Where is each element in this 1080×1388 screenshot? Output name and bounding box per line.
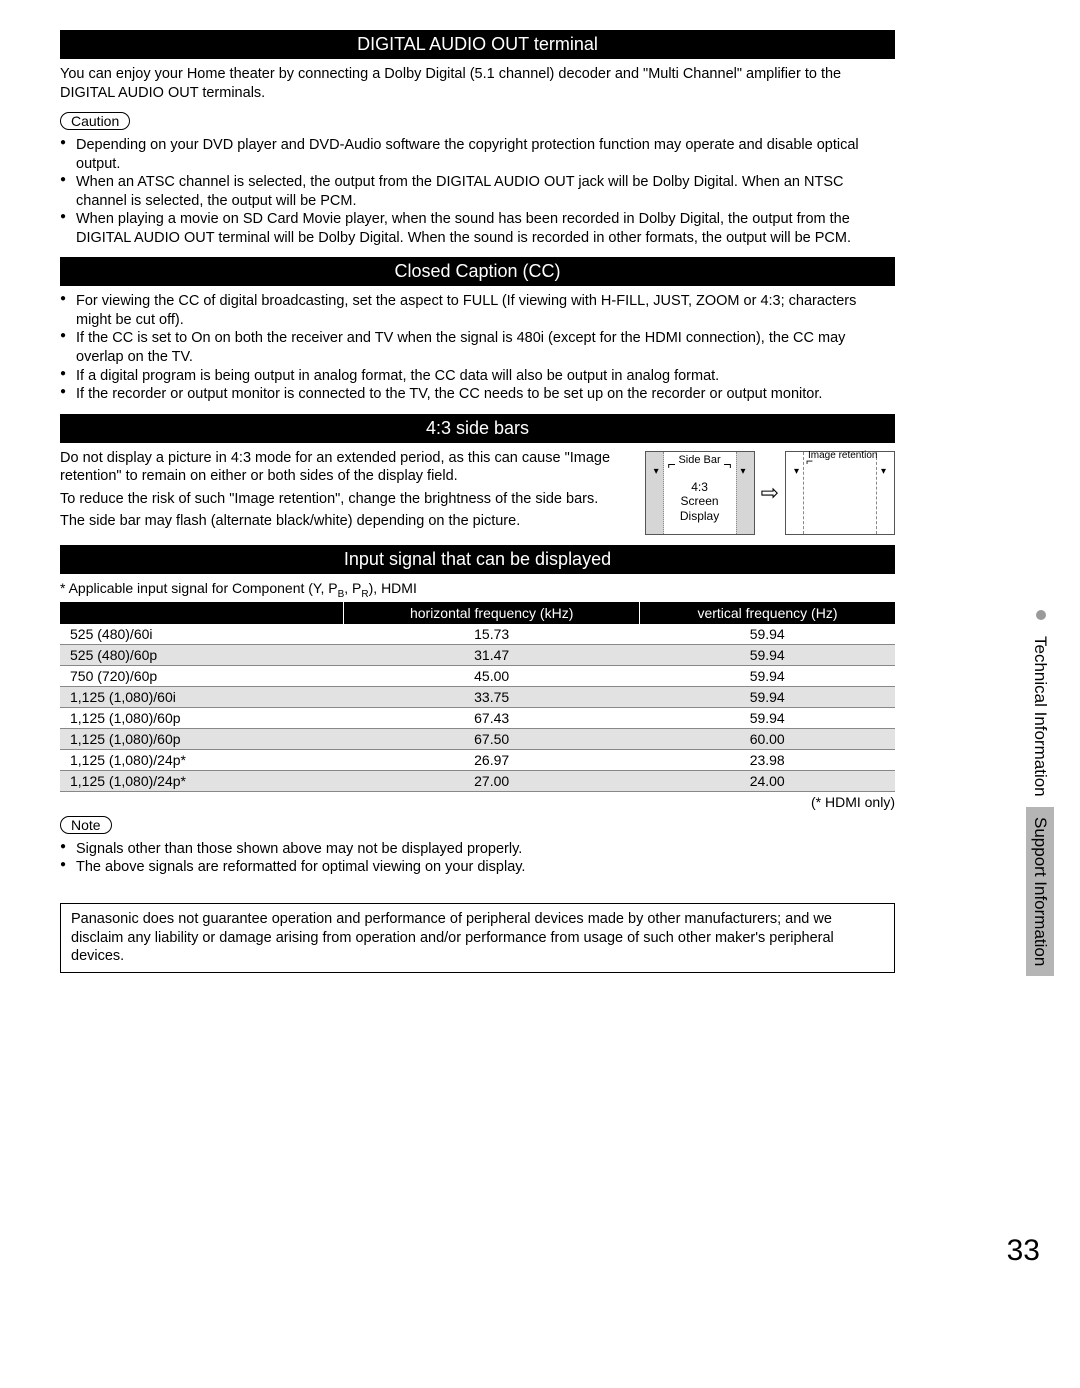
cell: 1,125 (1,080)/60i (60, 686, 344, 707)
cell: 60.00 (639, 728, 895, 749)
table-row: 1,125 (1,080)/60p67.5060.00 (60, 728, 895, 749)
page-number: 33 (1007, 1234, 1040, 1268)
center-label: 4:3 Screen Display (664, 480, 736, 523)
col-header (60, 602, 344, 624)
sidebars-diagram: ⌐¬ ▾▾ Side Bar 4:3 Screen Display ⇨ ⌐ ▾▾… (645, 449, 895, 535)
table-row: 1,125 (1,080)/24p*27.0024.00 (60, 770, 895, 791)
cell: 1,125 (1,080)/24p* (60, 749, 344, 770)
list-item: If a digital program is being output in … (60, 367, 895, 386)
cell: 33.75 (344, 686, 640, 707)
cell: 67.43 (344, 707, 640, 728)
list-item: Signals other than those shown above may… (60, 840, 895, 859)
input-signal-note: * Applicable input signal for Component … (60, 580, 895, 600)
sidebars-line: To reduce the risk of such "Image retent… (60, 490, 631, 509)
dot-icon (1036, 610, 1046, 620)
cell: 26.97 (344, 749, 640, 770)
table-row: 1,125 (1,080)/60p67.4359.94 (60, 707, 895, 728)
signal-table: horizontal frequency (kHz) vertical freq… (60, 602, 895, 792)
list-item: When an ATSC channel is selected, the ou… (60, 173, 895, 210)
section-header-input-signal: Input signal that can be displayed (60, 545, 895, 574)
table-row: 525 (480)/60p31.4759.94 (60, 644, 895, 665)
list-item: If the recorder or output monitor is con… (60, 385, 895, 404)
sidebars-line: Do not display a picture in 4:3 mode for… (60, 449, 631, 486)
digital-audio-intro: You can enjoy your Home theater by conne… (60, 65, 895, 102)
hdmi-only-note: (* HDMI only) (60, 794, 895, 810)
arrow-icon: ⇨ (761, 480, 779, 506)
table-row: 1,125 (1,080)/60i33.7559.94 (60, 686, 895, 707)
table-row: 525 (480)/60i15.7359.94 (60, 624, 895, 645)
list-item: If the CC is set to On on both the recei… (60, 329, 895, 366)
cell: 525 (480)/60i (60, 624, 344, 645)
section-header-digital-audio: DIGITAL AUDIO OUT terminal (60, 30, 895, 59)
side-tabs: Technical Information Support Informatio… (1026, 610, 1056, 976)
list-item: When playing a movie on SD Card Movie pl… (60, 210, 895, 247)
tab-support-info: Support Information (1026, 807, 1054, 976)
section-header-sidebars: 4:3 side bars (60, 414, 895, 443)
disclaimer-box: Panasonic does not guarantee operation a… (60, 903, 895, 974)
cell: 15.73 (344, 624, 640, 645)
sidebars-text: Do not display a picture in 4:3 mode for… (60, 449, 631, 535)
retention-label: Image retention (804, 450, 894, 461)
note-pill: Note (60, 816, 112, 834)
cell: 67.50 (344, 728, 640, 749)
note-bullets: Signals other than those shown above may… (60, 840, 895, 877)
cell: 45.00 (344, 665, 640, 686)
cell: 24.00 (639, 770, 895, 791)
list-item: For viewing the CC of digital broadcasti… (60, 292, 895, 329)
cell: 23.98 (639, 749, 895, 770)
cell: 525 (480)/60p (60, 644, 344, 665)
cell: 59.94 (639, 707, 895, 728)
col-header: horizontal frequency (kHz) (344, 602, 640, 624)
cell: 1,125 (1,080)/60p (60, 728, 344, 749)
cell: 59.94 (639, 624, 895, 645)
cell: 59.94 (639, 665, 895, 686)
list-item: Depending on your DVD player and DVD-Aud… (60, 136, 895, 173)
sidebars-line: The side bar may flash (alternate black/… (60, 512, 631, 531)
cell: 59.94 (639, 644, 895, 665)
digital-audio-bullets: Depending on your DVD player and DVD-Aud… (60, 136, 895, 247)
table-row: 1,125 (1,080)/24p*26.9723.98 (60, 749, 895, 770)
diagram-before: ⌐¬ ▾▾ Side Bar 4:3 Screen Display (645, 451, 755, 535)
sidebar-label: Side Bar (646, 454, 754, 466)
closed-caption-bullets: For viewing the CC of digital broadcasti… (60, 292, 895, 403)
cell: 1,125 (1,080)/24p* (60, 770, 344, 791)
section-header-closed-caption: Closed Caption (CC) (60, 257, 895, 286)
cell: 31.47 (344, 644, 640, 665)
list-item: The above signals are reformatted for op… (60, 858, 895, 877)
col-header: vertical frequency (Hz) (639, 602, 895, 624)
cell: 1,125 (1,080)/60p (60, 707, 344, 728)
caution-pill: Caution (60, 112, 130, 130)
cell: 750 (720)/60p (60, 665, 344, 686)
tab-technical-info: Technical Information (1026, 626, 1054, 807)
cell: 27.00 (344, 770, 640, 791)
cell: 59.94 (639, 686, 895, 707)
table-row: 750 (720)/60p45.0059.94 (60, 665, 895, 686)
diagram-after: ⌐ ▾▾ Image retention (785, 451, 895, 535)
